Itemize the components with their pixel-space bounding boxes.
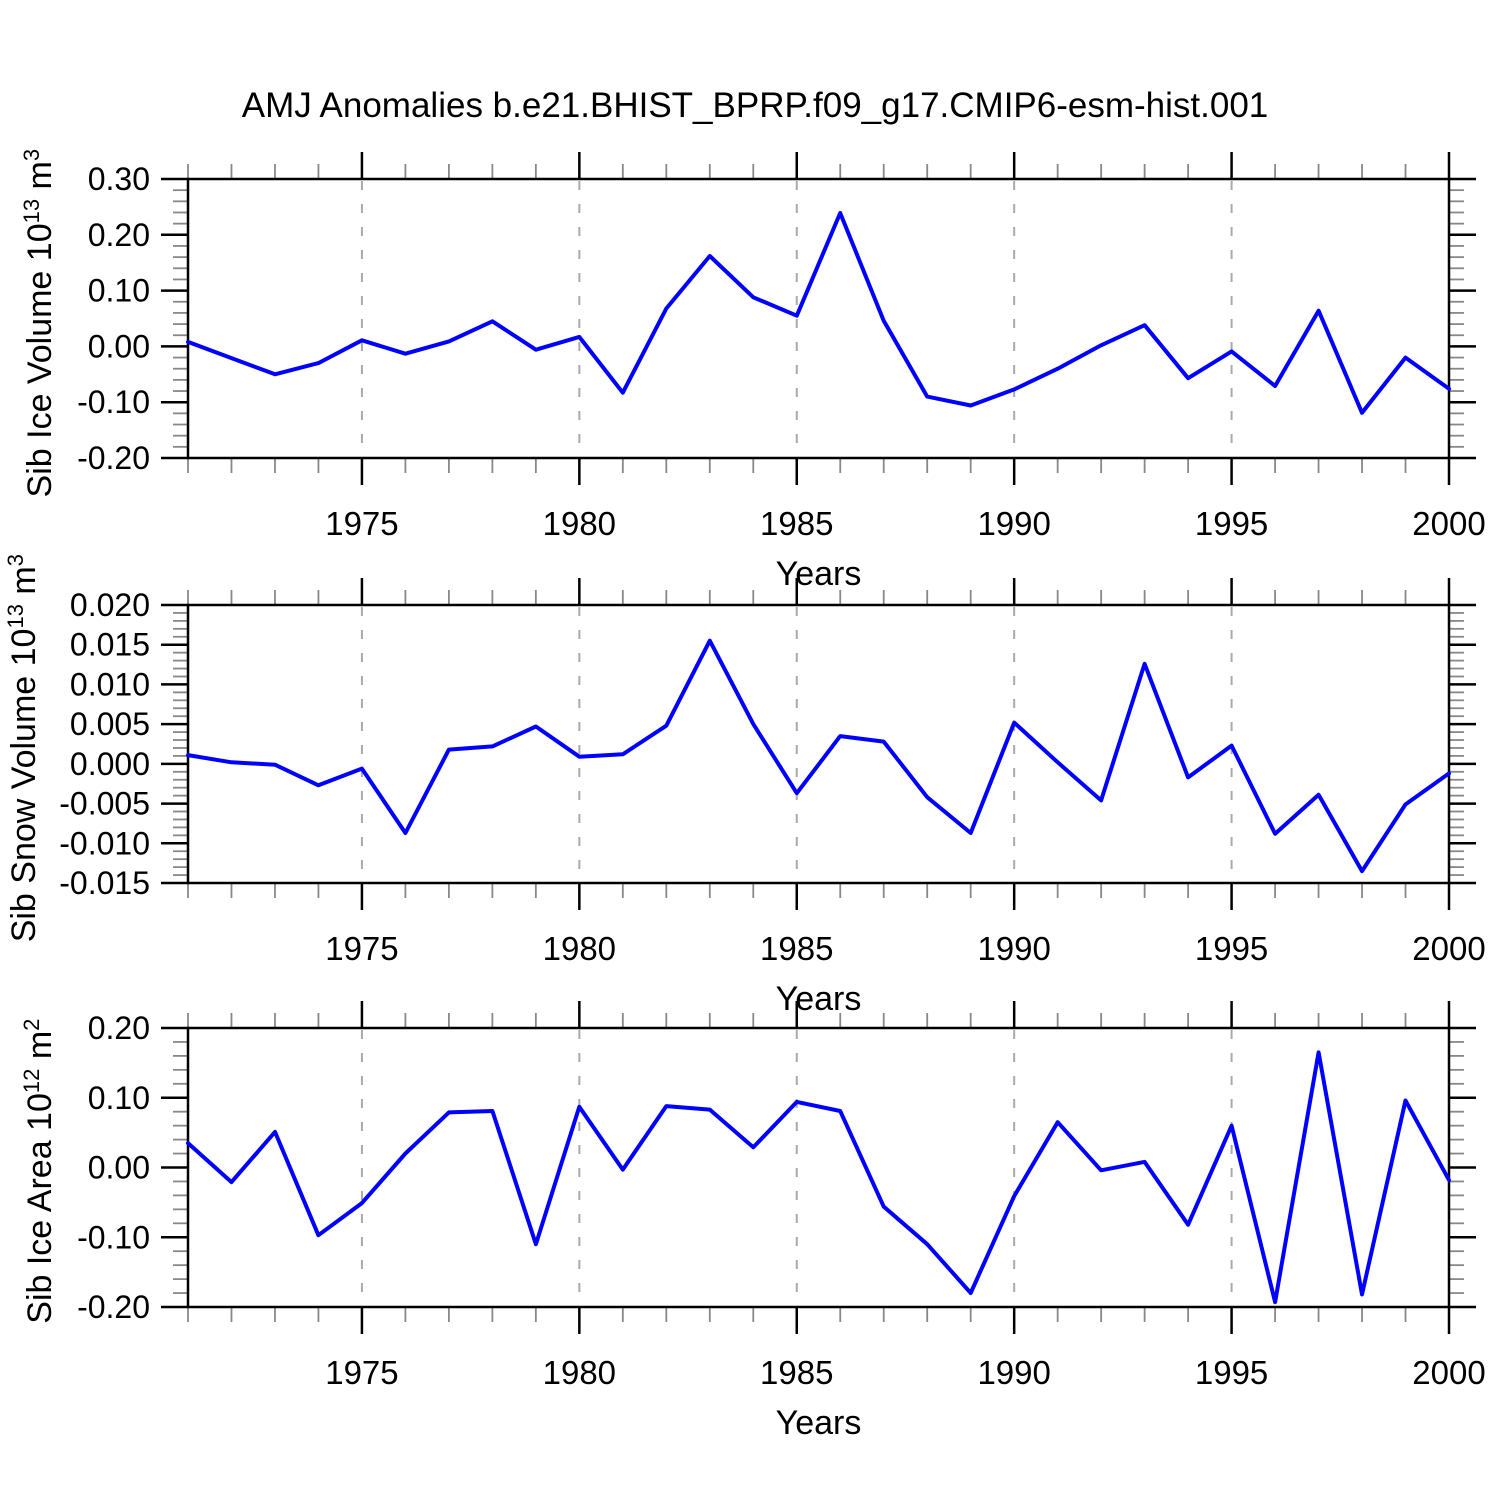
svg-text:0.015: 0.015 [70,627,150,663]
svg-text:2000: 2000 [1412,505,1485,542]
series-sib-ice-area [186,1050,1451,1305]
svg-text:1975: 1975 [325,1354,398,1391]
svg-text:2000: 2000 [1412,930,1485,967]
svg-text:-0.20: -0.20 [77,1289,150,1325]
svg-text:0.30: 0.30 [88,161,150,197]
svg-text:0.00: 0.00 [88,1150,150,1186]
series-sib-snow-volume [186,638,1451,874]
svg-text:-0.10: -0.10 [77,1219,150,1255]
svg-text:1985: 1985 [760,930,833,967]
svg-text:1995: 1995 [1195,930,1268,967]
chart-title: AMJ Anomalies b.e21.BHIST_BPRP.f09_g17.C… [241,86,1269,125]
svg-text:0.000: 0.000 [70,746,150,782]
svg-text:1985: 1985 [760,505,833,542]
svg-text:-0.005: -0.005 [59,786,150,822]
svg-text:0.00: 0.00 [88,328,150,364]
svg-text:1990: 1990 [977,930,1050,967]
panel-sib-ice-volume: 0.30 0.20 0.10 0.00 -0.10 -0.20 1975 1980 1985 19… [77,152,1486,593]
svg-text:0.10: 0.10 [88,1080,150,1116]
svg-text:Years: Years [776,1404,862,1442]
svg-text:Years: Years [776,980,862,1018]
svg-text:0.20: 0.20 [88,1010,150,1046]
svg-text:-0.015: -0.015 [59,865,150,901]
svg-text:1975: 1975 [325,930,398,967]
panel-sib-ice-area: 0.20 0.10 0.00 -0.10 -0.20 1975 1980 1985 1990 19… [77,1001,1486,1442]
svg-text:1975: 1975 [325,505,398,542]
svg-text:0.20: 0.20 [88,217,150,253]
series-sib-ice-volume [186,211,1451,415]
svg-text:0.10: 0.10 [88,273,150,309]
svg-text:0.010: 0.010 [70,666,150,702]
svg-text:2000: 2000 [1412,1354,1485,1391]
svg-text:-0.20: -0.20 [77,440,150,476]
svg-text:1990: 1990 [977,1354,1050,1391]
svg-text:0.020: 0.020 [70,587,150,623]
svg-text:Years: Years [776,555,862,593]
svg-text:1990: 1990 [977,505,1050,542]
svg-text:-0.10: -0.10 [77,384,150,420]
svg-text:1995: 1995 [1195,505,1268,542]
svg-text:1985: 1985 [760,1354,833,1391]
svg-text:1995: 1995 [1195,1354,1268,1391]
svg-text:-0.010: -0.010 [59,825,150,861]
svg-text:1980: 1980 [543,1354,616,1391]
svg-text:1980: 1980 [543,505,616,542]
svg-text:1980: 1980 [543,930,616,967]
svg-text:0.005: 0.005 [70,706,150,742]
